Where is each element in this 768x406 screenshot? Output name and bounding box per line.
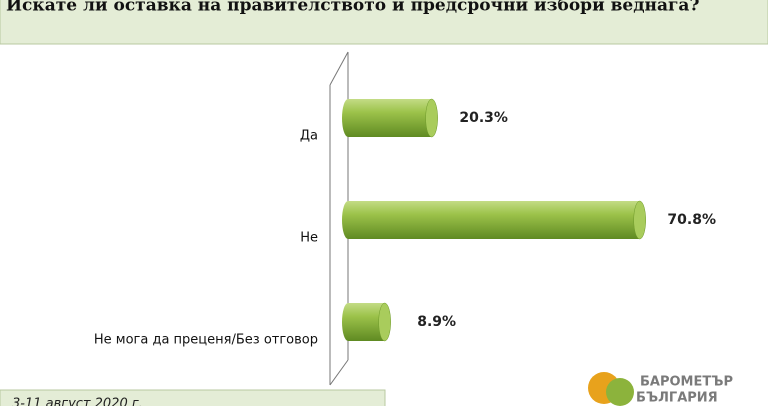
category-label: Не мога да преценя/Без отговор xyxy=(94,333,318,348)
value-label: 70.8% xyxy=(667,212,716,228)
bar-cap xyxy=(425,98,438,138)
category-label: Не xyxy=(300,231,318,246)
category-label: Да xyxy=(300,129,318,144)
logo-text: БЪЛГАРИЯ xyxy=(636,391,718,406)
note: 3-11 август 2020 г. xyxy=(12,397,143,406)
title-band xyxy=(0,0,768,45)
bar-cap xyxy=(378,302,391,342)
note-band xyxy=(0,389,386,406)
logo: БАРОМЕТЪР БЪЛГАРИЯ xyxy=(588,372,733,406)
bar xyxy=(342,99,438,137)
bar xyxy=(342,303,391,341)
bar xyxy=(342,201,646,239)
logo-text: БАРОМЕТЪР xyxy=(640,375,733,390)
value-label: 8.9% xyxy=(417,314,456,330)
chart-title: Искате ли оставка на правителството и пр… xyxy=(6,0,699,16)
value-label: 20.3% xyxy=(459,110,508,126)
bar-cap xyxy=(633,200,646,240)
